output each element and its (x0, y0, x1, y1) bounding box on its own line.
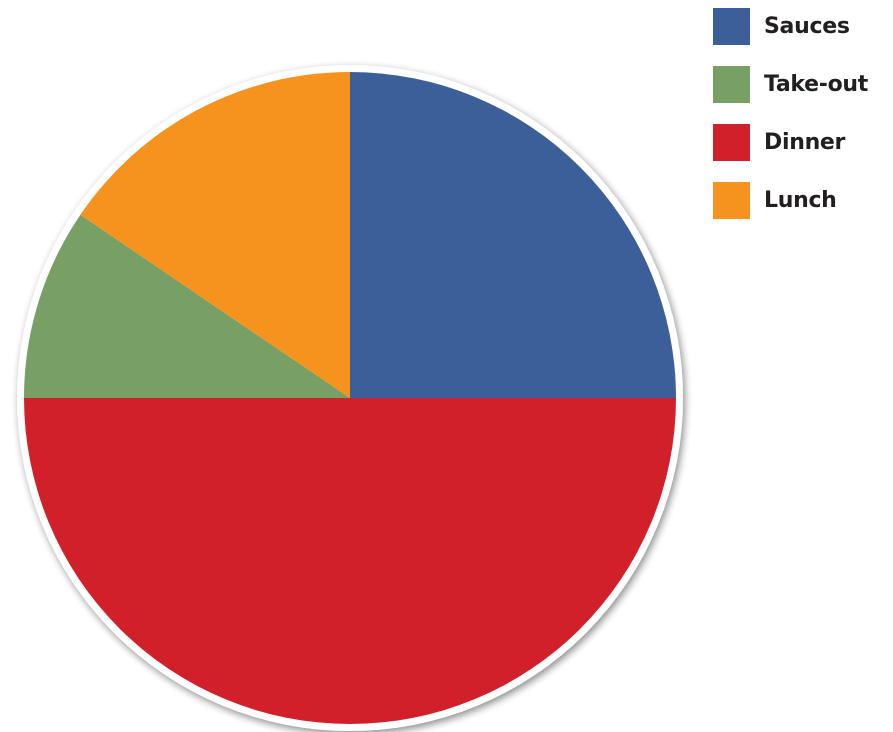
pie-slice-sauces (350, 72, 676, 398)
legend-swatch-lunch (713, 182, 750, 219)
legend-swatch-sauces (713, 8, 750, 45)
pie-slice-lunch (80, 72, 351, 398)
legend-swatch-dinner (713, 124, 750, 161)
legend-item-sauces: Sauces (713, 8, 891, 45)
legend-item-take-out: Take-out (713, 66, 891, 103)
pie-slice-dinner (24, 398, 676, 724)
legend-item-lunch: Lunch (713, 182, 891, 219)
legend-label-take-out: Take-out (764, 72, 869, 97)
legend-label-dinner: Dinner (764, 130, 846, 155)
legend: Sauces Take-out Dinner Lunch (713, 8, 891, 240)
legend-label-sauces: Sauces (764, 14, 850, 39)
legend-swatch-take-out (713, 66, 750, 103)
pie-slices (23, 72, 676, 724)
legend-item-dinner: Dinner (713, 124, 891, 161)
legend-label-lunch: Lunch (764, 188, 837, 213)
pie-slice-take-out (23, 214, 350, 398)
